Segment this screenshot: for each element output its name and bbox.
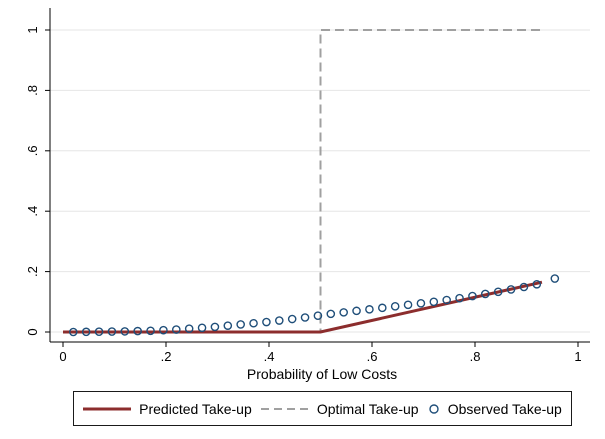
legend-label-observed: Observed Take-up — [447, 400, 562, 417]
observed-take-up-point-3 — [107, 327, 117, 336]
observed-take-up-point-22 — [352, 306, 361, 316]
observed-take-up-point-24 — [377, 303, 387, 313]
y-tick-label-1: .2 — [25, 266, 40, 277]
legend-swatch-predicted — [83, 407, 132, 410]
observed-take-up-point-32 — [480, 289, 490, 299]
x-axis-title: Probability of Low Costs — [247, 366, 397, 382]
predicted-take-up-line — [63, 280, 543, 334]
observed-take-up-point-19 — [313, 311, 323, 320]
observed-take-up-point-1 — [81, 327, 91, 337]
observed-take-up-point-0 — [69, 327, 78, 337]
observed-take-up-point-8 — [171, 325, 181, 334]
observed-take-up-point-12 — [223, 321, 233, 330]
observed-take-up-point-4 — [120, 327, 130, 336]
x-tick-label-1: .2 — [161, 349, 172, 364]
axes: 0 .2 .4 .6 .8 1 0 .2 .4 .6 .8 1 — [25, 8, 590, 364]
y-tick-label-5: 1 — [25, 26, 40, 33]
legend-swatch-optimal — [260, 407, 309, 410]
observed-take-up-point-18 — [300, 313, 310, 322]
observed-take-up-point-36 — [532, 279, 542, 289]
observed-take-up-point-25 — [390, 302, 400, 311]
observed-take-up-point-29 — [442, 295, 451, 305]
observed-take-up-point-17 — [287, 314, 297, 324]
x-tick-label-5: 1 — [574, 349, 581, 364]
observed-take-up-point-5 — [133, 326, 142, 336]
observed-take-up-point-23 — [365, 305, 374, 314]
x-tick-label-4: .8 — [470, 349, 481, 364]
observed-take-up-point-7 — [159, 325, 168, 335]
observed-take-up-point-34 — [506, 285, 516, 294]
legend-swatch-observed — [429, 403, 439, 414]
legend: Predicted Take-up Optimal Take-up Observ… — [73, 391, 572, 426]
observed-take-up-point-13 — [236, 320, 245, 329]
y-tick-label-0: 0 — [25, 328, 40, 335]
observed-take-up-point-30 — [455, 293, 464, 303]
legend-label-optimal: Optimal Take-up — [316, 400, 419, 417]
observed-take-up-point-11 — [210, 322, 220, 332]
x-tick-label-3: .6 — [367, 349, 378, 364]
y-tick-label-4: .8 — [25, 85, 40, 96]
legend-item-observed: Observed Take-up — [428, 401, 562, 417]
observed-take-up-point-14 — [249, 318, 258, 328]
legend-item-predicted: Predicted Take-up — [83, 401, 252, 417]
series — [63, 29, 560, 337]
legend-item-optimal: Optimal Take-up — [260, 400, 419, 417]
legend-label-predicted: Predicted Take-up — [139, 400, 252, 417]
y-tick-label-2: .4 — [25, 206, 40, 217]
observed-take-up-point-31 — [468, 291, 477, 301]
observed-take-up-point-10 — [197, 323, 207, 333]
observed-take-up-point-26 — [403, 300, 413, 310]
observed-take-up-point-20 — [326, 309, 336, 319]
observed-take-up-point-16 — [274, 316, 284, 325]
observed-take-up-point-2 — [94, 327, 104, 336]
observed-take-up-point-15 — [262, 317, 271, 327]
observed-take-up-point-37 — [550, 274, 560, 283]
observed-take-up-point-27 — [416, 299, 426, 308]
optimal-take-up-line — [63, 29, 542, 333]
observed-take-up-point-28 — [429, 297, 439, 307]
observed-take-up-point-35 — [519, 282, 529, 292]
observed-take-up-point-21 — [339, 308, 348, 317]
observed-take-up-point-9 — [184, 324, 194, 333]
x-tick-label-0: 0 — [59, 349, 66, 364]
observed-take-up-point-6 — [146, 326, 155, 336]
y-tick-label-3: .6 — [25, 145, 40, 156]
x-tick-label-2: .4 — [264, 349, 275, 364]
observed-take-up-point-33 — [493, 287, 503, 297]
